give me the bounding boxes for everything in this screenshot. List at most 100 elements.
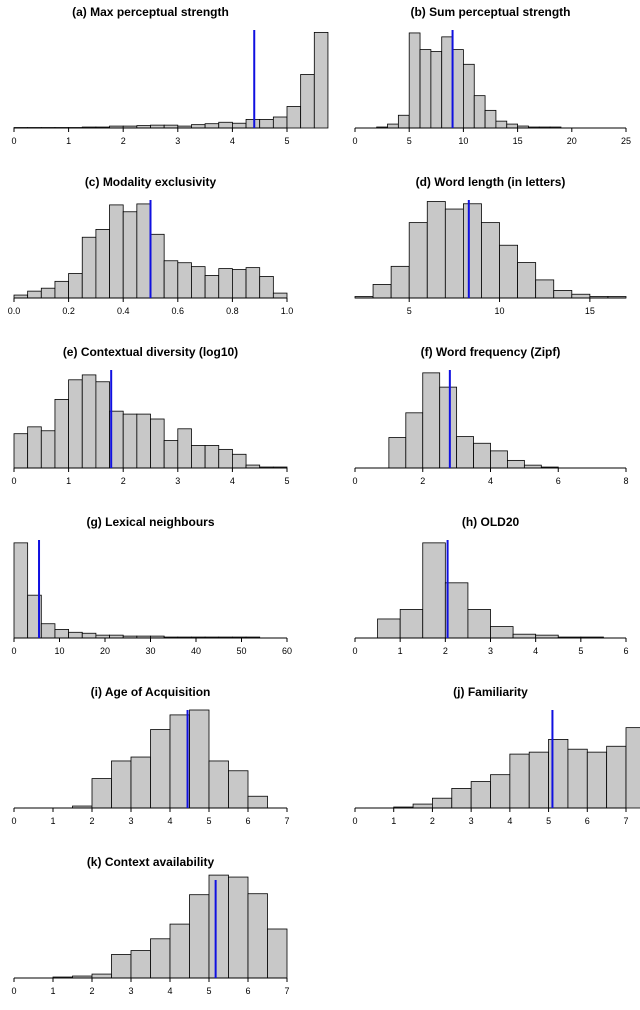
x-tick-label: 40 [191, 646, 201, 656]
histogram-bar [163, 440, 179, 469]
x-tick-label: 1 [50, 986, 55, 996]
histogram-bar [512, 633, 537, 639]
histogram-bar [259, 276, 274, 299]
histogram-bar [54, 398, 70, 469]
histogram-bar [40, 623, 56, 639]
histogram-bar [27, 426, 42, 469]
histogram-bar [81, 374, 97, 469]
histogram-bar [208, 874, 229, 979]
x-tick-label: 0 [11, 816, 16, 826]
histogram-bar [567, 748, 588, 809]
x-tick-label: 7 [284, 986, 289, 996]
x-tick-label: 3 [488, 646, 493, 656]
histogram-bar [625, 727, 640, 809]
histogram-bar [426, 201, 446, 299]
histogram-bar [81, 236, 97, 299]
x-tick-label: 30 [145, 646, 155, 656]
histogram-bar [490, 450, 508, 469]
x-tick-label: 15 [585, 306, 595, 316]
histogram-bar [111, 954, 132, 979]
x-tick-label: 6 [245, 986, 250, 996]
histogram-panel: (b) Sum perceptual strength 0 5 10 15 20 25 [352, 5, 631, 146]
x-tick-label: 4 [230, 476, 235, 486]
histogram-bar [439, 386, 458, 469]
x-tick-label: 5 [546, 816, 551, 826]
panel-title: (i) Age of Acquisition [91, 685, 211, 699]
histogram-bar [405, 412, 424, 469]
histogram-bar [150, 233, 165, 299]
histogram-bar [408, 222, 428, 299]
histogram-bar [218, 121, 233, 129]
x-tick-label: 0 [352, 476, 357, 486]
x-tick-label: 6 [623, 646, 628, 656]
histogram-bar [54, 629, 70, 639]
x-tick-label: 0 [352, 136, 357, 146]
x-tick-label: 3 [175, 476, 180, 486]
histogram-panel: (d) Word length (in letters) 5 10 15 [354, 175, 627, 316]
histogram-bar [191, 266, 206, 299]
panel-title: (h) OLD20 [462, 515, 520, 529]
histogram-bar [387, 123, 399, 129]
histogram-bar [473, 442, 491, 469]
histogram-bar [535, 279, 555, 299]
histogram-bar [571, 293, 591, 299]
histogram-bar [68, 273, 83, 299]
x-tick-label: 2 [430, 816, 435, 826]
histogram-bar [247, 893, 268, 979]
x-tick-label: 4 [488, 476, 493, 486]
x-tick-label: 0.4 [117, 306, 130, 316]
panel-title: (a) Max perceptual strength [72, 5, 229, 19]
histogram-bar [484, 109, 497, 129]
histogram-bar [313, 31, 329, 129]
x-tick-label: 1 [66, 476, 71, 486]
histogram-bar [272, 116, 288, 129]
histogram-bar [191, 445, 206, 469]
x-tick-label: 2 [121, 136, 126, 146]
x-tick-label: 0.8 [226, 306, 239, 316]
x-tick-label: 1 [398, 646, 403, 656]
histogram-bar [81, 632, 97, 639]
x-tick-label: 4 [507, 816, 512, 826]
histogram-bar [40, 287, 56, 299]
x-tick-label: 1.0 [281, 306, 294, 316]
x-tick-label: 1 [391, 816, 396, 826]
histogram-bar [68, 379, 83, 469]
panel-title: (d) Word length (in letters) [416, 175, 566, 189]
histogram-bar [150, 729, 171, 809]
histogram-bar [247, 795, 268, 809]
x-tick-label: 2 [443, 646, 448, 656]
histogram-bar [441, 36, 453, 129]
histogram-panel: (e) Contextual diversity (log10) 0 1 2 3 4 5 [11, 345, 289, 486]
histogram-bar [228, 770, 249, 809]
x-tick-label: 3 [175, 136, 180, 146]
x-tick-label: 5 [578, 646, 583, 656]
x-tick-label: 6 [585, 816, 590, 826]
histogram-bar [177, 428, 192, 469]
histogram-bar [91, 778, 112, 809]
histogram-bar [231, 269, 247, 299]
histogram-bar [191, 124, 206, 129]
histogram-bar [68, 631, 83, 639]
histogram-bar [506, 123, 519, 129]
histogram-bar [40, 430, 56, 469]
histogram-bar [111, 760, 132, 809]
x-tick-label: 15 [513, 136, 523, 146]
histogram-bar [432, 797, 453, 809]
x-tick-label: 0 [11, 476, 16, 486]
x-tick-label: 4 [167, 816, 172, 826]
histogram-bar [231, 122, 247, 129]
histogram-bar [27, 290, 42, 299]
histogram-bar [259, 118, 274, 129]
histogram-bar [467, 609, 491, 639]
histogram-bar [372, 284, 392, 299]
histogram-bar [13, 433, 29, 469]
x-tick-label: 3 [128, 816, 133, 826]
x-tick-label: 1 [50, 816, 55, 826]
panel-title: (b) Sum perceptual strength [410, 5, 570, 19]
panel-title: (e) Contextual diversity (log10) [63, 345, 238, 359]
x-tick-label: 2 [420, 476, 425, 486]
histogram-panel: (h) OLD20 0 1 2 3 4 5 6 [352, 515, 628, 656]
histogram-bar [95, 228, 110, 299]
histogram-panel: (j) Familiarity 0 1 2 3 4 5 6 7 [352, 685, 640, 826]
